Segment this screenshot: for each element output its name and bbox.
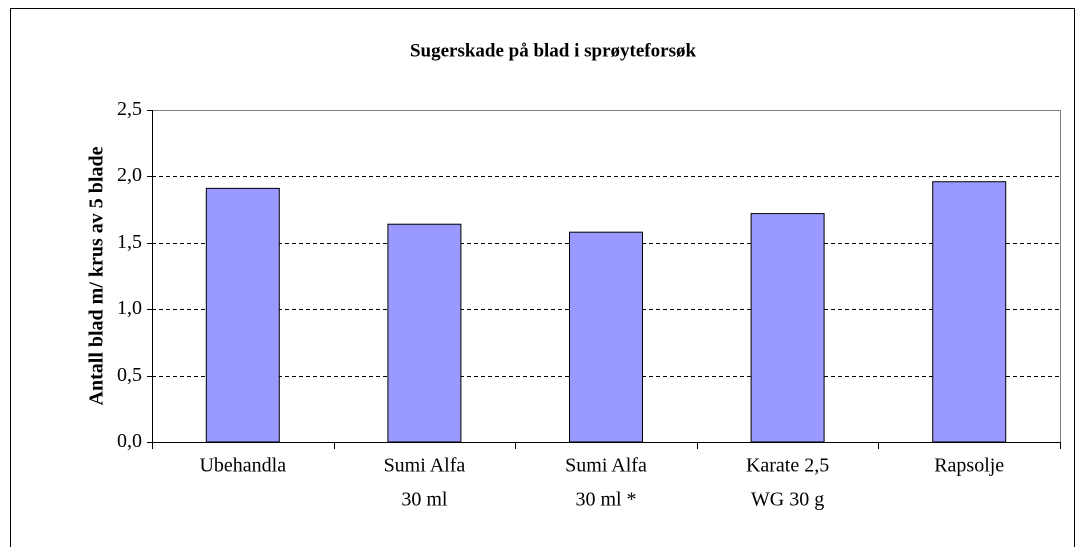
x-tick-label: 30 ml *	[575, 489, 636, 511]
bar	[569, 231, 643, 443]
y-tick-label: 1,0	[117, 297, 142, 319]
chart-frame	[10, 8, 1075, 547]
bar	[205, 187, 280, 443]
x-tick-label: Sumi Alfa	[384, 455, 466, 477]
bar	[750, 213, 825, 443]
x-tick-label: Rapsolje	[934, 455, 1004, 477]
y-axis-label: Antall blad m/ krus av 5 blade	[86, 146, 108, 405]
x-tick-label: Ubehandla	[199, 455, 286, 477]
bar	[932, 181, 1007, 443]
x-tick-label: 30 ml	[401, 489, 448, 511]
x-tick-label: Karate 2,5	[746, 455, 829, 477]
y-tick-label: 2,0	[117, 164, 142, 186]
y-tick-label: 0,5	[117, 364, 142, 386]
y-tick-label: 2,5	[117, 98, 142, 120]
chart-title: Sugerskade på blad i sprøyteforsøk	[410, 40, 697, 61]
y-tick-label: 0,0	[117, 430, 142, 452]
x-tick-label: Sumi Alfa	[565, 455, 647, 477]
x-tick-label: WG 30 g	[751, 489, 824, 511]
bar	[387, 223, 462, 443]
y-tick-label: 1,5	[117, 231, 142, 253]
